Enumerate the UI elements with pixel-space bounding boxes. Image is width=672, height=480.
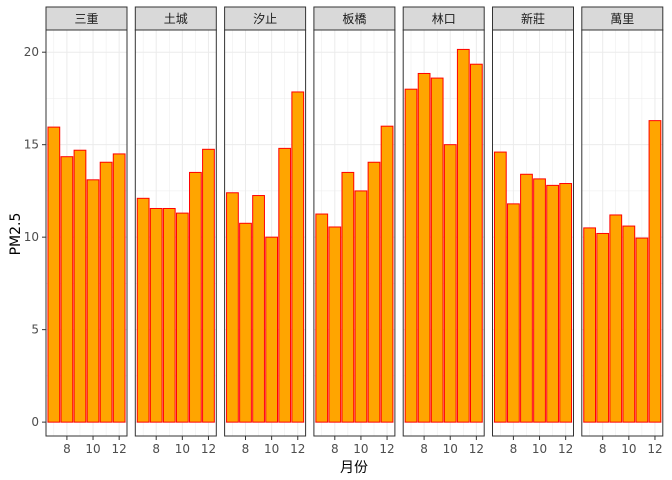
x-tick-label: 12 bbox=[558, 442, 573, 456]
x-tick-label: 8 bbox=[510, 442, 518, 456]
x-tick-label: 12 bbox=[201, 442, 216, 456]
bar bbox=[583, 227, 597, 423]
facet-strip bbox=[134, 6, 217, 31]
bar bbox=[367, 161, 381, 423]
x-tick-label: 12 bbox=[469, 442, 484, 456]
bar bbox=[404, 88, 418, 423]
facet-panel-5: 林口 8 10 12 bbox=[402, 6, 485, 456]
bar bbox=[520, 173, 533, 423]
facet-strip bbox=[45, 6, 128, 31]
bar bbox=[596, 232, 610, 423]
bar bbox=[315, 213, 329, 423]
bar bbox=[430, 77, 444, 423]
bar bbox=[73, 149, 87, 423]
bar bbox=[162, 207, 176, 423]
x-tick-label: 12 bbox=[379, 442, 394, 456]
facet-strip bbox=[492, 6, 574, 31]
y-tick-label: 10 bbox=[24, 230, 39, 244]
x-tick-label: 10 bbox=[175, 442, 190, 456]
bar bbox=[136, 197, 150, 423]
bar bbox=[226, 192, 239, 423]
facet-panel-6: 新莊 8 10 12 bbox=[492, 6, 574, 456]
bar bbox=[291, 91, 305, 423]
facet-panel-3: 汐止 8 10 12 bbox=[224, 6, 307, 456]
facet-strip-label: 土城 bbox=[164, 12, 188, 26]
facet-strip bbox=[224, 6, 307, 31]
x-tick-label: 8 bbox=[63, 442, 71, 456]
x-tick-label: 10 bbox=[532, 442, 547, 456]
y-tick-label: 0 bbox=[31, 415, 39, 429]
x-tick-label: 8 bbox=[331, 442, 339, 456]
bar bbox=[86, 179, 100, 423]
bar bbox=[635, 237, 649, 423]
x-tick-label: 12 bbox=[290, 442, 305, 456]
facet-strip bbox=[313, 6, 396, 31]
bar bbox=[456, 48, 470, 423]
x-tick-label: 12 bbox=[647, 442, 662, 456]
x-axis-title: 月份 bbox=[340, 460, 368, 476]
y-tick-label: 15 bbox=[24, 138, 39, 152]
bar bbox=[648, 120, 662, 423]
bar bbox=[380, 125, 394, 423]
facet-strip-label: 林口 bbox=[432, 12, 456, 26]
facet-strip-label: 新莊 bbox=[521, 11, 545, 26]
bar bbox=[622, 225, 636, 423]
bar bbox=[189, 171, 202, 423]
x-tick-label: 10 bbox=[264, 442, 279, 456]
bar bbox=[493, 151, 507, 423]
bar bbox=[252, 195, 265, 423]
x-tick-label: 8 bbox=[242, 442, 250, 456]
bar bbox=[533, 178, 546, 423]
bar bbox=[60, 156, 74, 423]
bar bbox=[546, 184, 559, 423]
bar bbox=[47, 126, 61, 423]
bar bbox=[507, 203, 520, 423]
x-tick-label: 10 bbox=[621, 442, 636, 456]
bar bbox=[278, 147, 292, 423]
bar bbox=[202, 148, 215, 423]
bar bbox=[559, 183, 573, 423]
bar bbox=[265, 236, 279, 423]
bar bbox=[341, 171, 355, 423]
bar bbox=[328, 226, 342, 423]
bar bbox=[417, 72, 431, 423]
bar bbox=[99, 161, 113, 423]
facet-panel-2: 土城 8 10 12 bbox=[134, 6, 217, 456]
x-tick-label: 10 bbox=[85, 442, 100, 456]
facet-strip-label: 汐止 bbox=[253, 11, 277, 26]
bar bbox=[443, 144, 457, 423]
x-tick-label: 10 bbox=[353, 442, 368, 456]
bar bbox=[149, 207, 163, 423]
bar bbox=[112, 153, 126, 423]
x-tick-label: 12 bbox=[112, 442, 127, 456]
bar bbox=[354, 190, 368, 423]
facet-strip-label: 板橋 bbox=[342, 12, 366, 26]
y-tick-label: 5 bbox=[31, 323, 39, 337]
facet-strip bbox=[402, 6, 485, 31]
x-tick-label: 8 bbox=[599, 442, 607, 456]
x-tick-label: 8 bbox=[152, 442, 160, 456]
x-tick-label: 8 bbox=[420, 442, 428, 456]
bar bbox=[175, 212, 189, 423]
y-tick-label: 20 bbox=[24, 45, 39, 59]
y-axis-title: PM2.5 bbox=[8, 213, 24, 256]
facet-strip bbox=[581, 6, 664, 31]
facet-panel-7: 萬里 8 10 12 bbox=[581, 6, 664, 456]
facet-panel-4: 板橋 8 10 12 bbox=[313, 6, 396, 456]
facet-strip-label: 萬里 bbox=[610, 12, 634, 26]
x-tick-label: 10 bbox=[443, 442, 458, 456]
facet-strip-label: 三重 bbox=[74, 12, 98, 26]
bar bbox=[239, 222, 252, 423]
facet-panel-1: 三重 8 10 12 bbox=[45, 6, 128, 456]
bar bbox=[609, 214, 623, 423]
bar bbox=[469, 63, 483, 423]
